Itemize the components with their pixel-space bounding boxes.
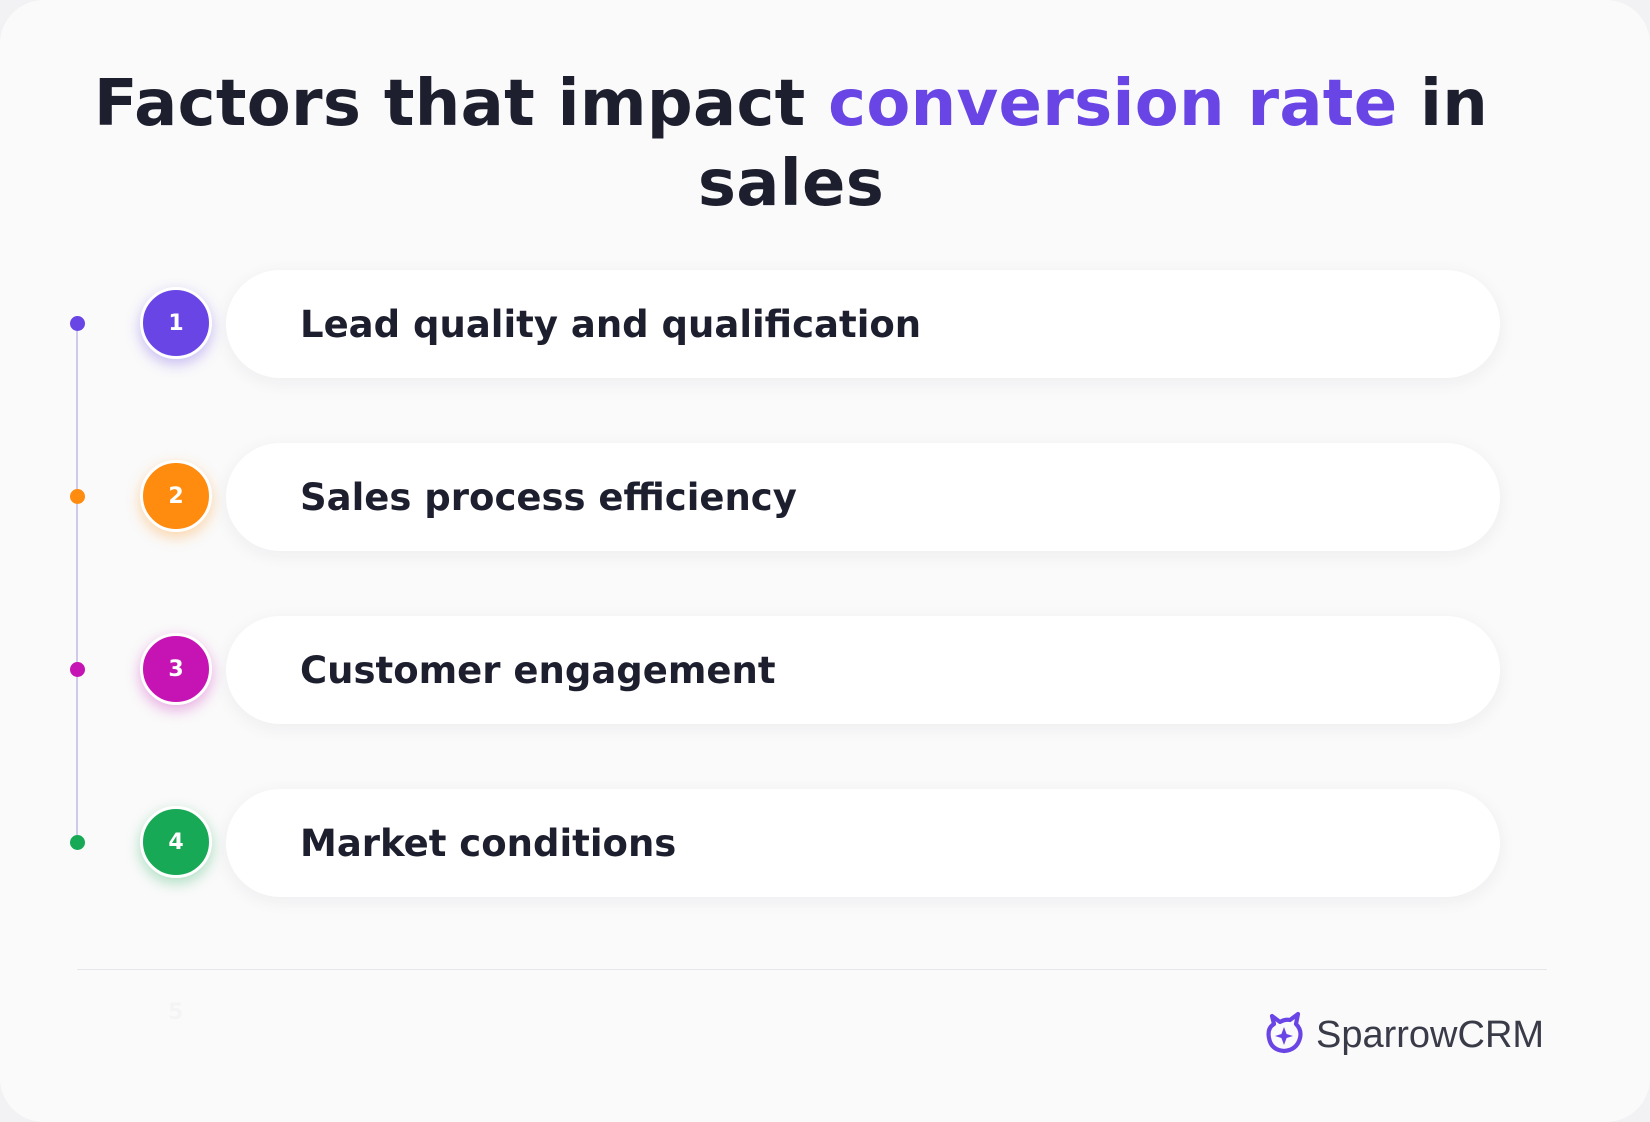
factor-item: Sales process efficiency [226, 443, 1500, 551]
timeline-dot [70, 662, 85, 677]
sparrow-icon [1262, 1010, 1308, 1060]
step-number-badge: 3 [140, 633, 212, 705]
timeline-dot [70, 489, 85, 504]
factor-item: Customer engagement [226, 616, 1500, 724]
factor-item: Market conditions [226, 789, 1500, 897]
title-part-1: Factors that impact [93, 67, 829, 141]
factor-label: Sales process efficiency [300, 475, 797, 519]
timeline-dot [70, 316, 85, 331]
timeline-dot [70, 835, 85, 850]
page-title: Factors that impact conversion rate in s… [0, 64, 1582, 224]
factor-label: Customer engagement [300, 648, 776, 692]
step-number-badge: 1 [140, 287, 212, 359]
brand-logo: SparrowCRM [1262, 1010, 1544, 1060]
factor-label: Lead quality and qualification [300, 302, 922, 346]
timeline-line [76, 323, 78, 841]
faint-step-number: 5 [168, 1000, 184, 1025]
step-number-badge: 2 [140, 460, 212, 532]
factor-item: Lead quality and qualification [226, 270, 1500, 378]
divider [77, 969, 1547, 970]
factor-label: Market conditions [300, 821, 677, 865]
title-accent: conversion rate [828, 67, 1398, 141]
title-part-2: in sales [697, 67, 1489, 221]
step-number-badge: 4 [140, 806, 212, 878]
brand-name: SparrowCRM [1316, 1013, 1545, 1056]
